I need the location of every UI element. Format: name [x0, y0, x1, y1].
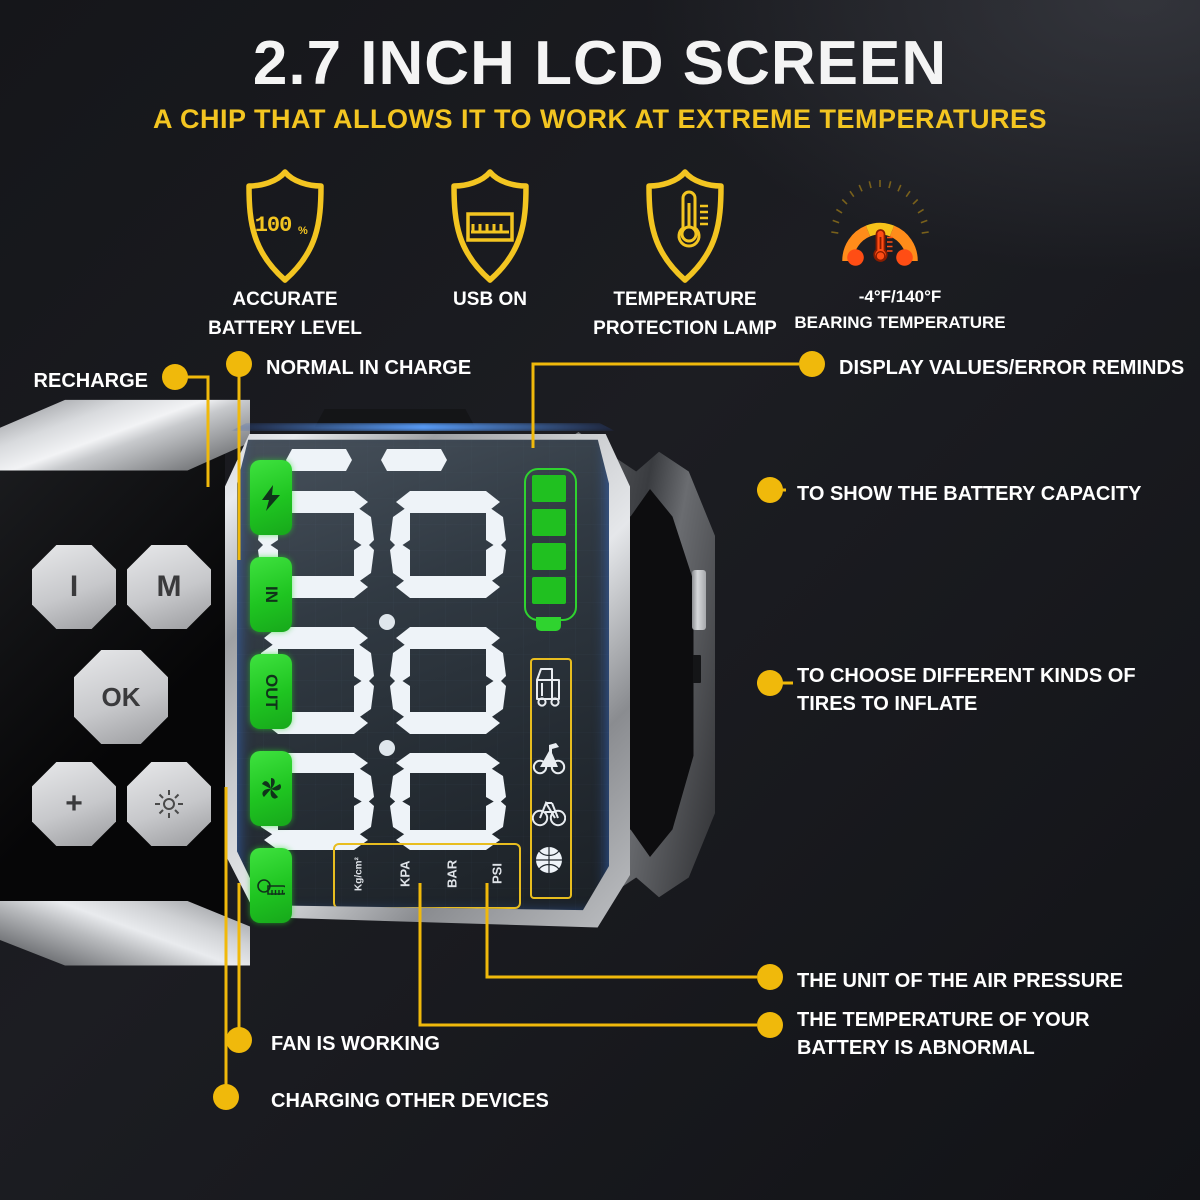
svg-text:%: %	[298, 225, 308, 237]
svg-text:100: 100	[255, 213, 292, 238]
